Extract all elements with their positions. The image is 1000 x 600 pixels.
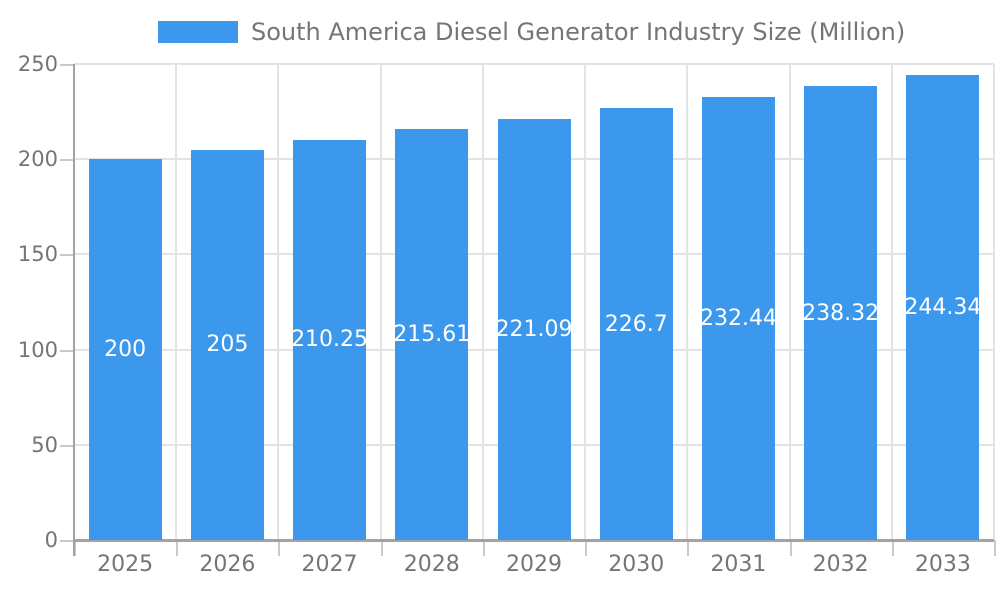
- x-axis-tick-mark: [687, 540, 690, 556]
- x-axis-line: [74, 539, 994, 542]
- bar-2027[interactable]: [293, 139, 367, 540]
- bar-2032[interactable]: [804, 86, 878, 540]
- x-axis-tick-mark: [74, 540, 76, 556]
- y-axis-label: 150: [17, 242, 58, 267]
- x-axis-tick-mark: [278, 540, 281, 556]
- y-axis-label: 250: [17, 52, 58, 76]
- bar-2029[interactable]: [497, 119, 571, 540]
- x-axis-tick-mark: [585, 540, 588, 556]
- x-axis-label: 2025: [97, 552, 154, 577]
- x-axis-tick-mark: [994, 540, 996, 556]
- gridline-vertical: [175, 64, 178, 540]
- gridline-vertical: [277, 64, 280, 540]
- x-axis-label: 2027: [301, 552, 358, 577]
- x-axis-tick-mark: [176, 540, 179, 556]
- y-axis-label: 50: [31, 432, 58, 457]
- bar-2026[interactable]: [190, 149, 264, 540]
- y-axis-line: [73, 64, 75, 556]
- gridline-vertical: [993, 64, 995, 540]
- gridline-vertical: [686, 64, 689, 540]
- bar-2030[interactable]: [599, 108, 673, 540]
- x-axis-label: 2026: [199, 552, 256, 577]
- x-axis-label: 2032: [812, 552, 869, 577]
- gridline-vertical: [788, 64, 791, 540]
- x-axis-tick-mark: [482, 540, 485, 556]
- chart-title: South America Diesel Generator Industry …: [251, 18, 906, 46]
- x-axis-tick-mark: [380, 540, 383, 556]
- y-axis-tick-mark: [60, 159, 74, 162]
- x-axis-label: 2029: [505, 552, 562, 577]
- gridline-vertical: [481, 64, 484, 540]
- y-axis-label: 200: [17, 147, 58, 172]
- legend-swatch: [158, 21, 238, 43]
- gridline-vertical: [584, 64, 587, 540]
- gridline-vertical: [890, 64, 893, 540]
- y-axis-label: 100: [17, 337, 58, 362]
- gridline-vertical: [379, 64, 382, 540]
- bar-2033[interactable]: [906, 74, 980, 540]
- y-axis-label: 0: [44, 528, 58, 552]
- x-axis-tick-mark: [789, 540, 792, 556]
- bar-2031[interactable]: [701, 97, 775, 540]
- x-axis-label: 2031: [710, 552, 767, 577]
- x-axis-tick-mark: [891, 540, 894, 556]
- y-axis-tick-mark: [60, 64, 74, 66]
- x-axis-label: 2030: [608, 552, 665, 577]
- x-axis-label: 2028: [403, 552, 460, 577]
- bar-2025[interactable]: [88, 159, 162, 540]
- x-axis-label: 2033: [914, 552, 971, 577]
- y-axis-tick-mark: [60, 540, 74, 542]
- legend-item[interactable]: South America Diesel Generator Industry …: [158, 14, 905, 50]
- y-axis-tick-mark: [60, 349, 74, 352]
- y-axis-tick-mark: [60, 444, 74, 447]
- y-axis-tick-mark: [60, 254, 74, 257]
- bar-2028[interactable]: [395, 129, 469, 540]
- gridline-horizontal: [74, 63, 994, 65]
